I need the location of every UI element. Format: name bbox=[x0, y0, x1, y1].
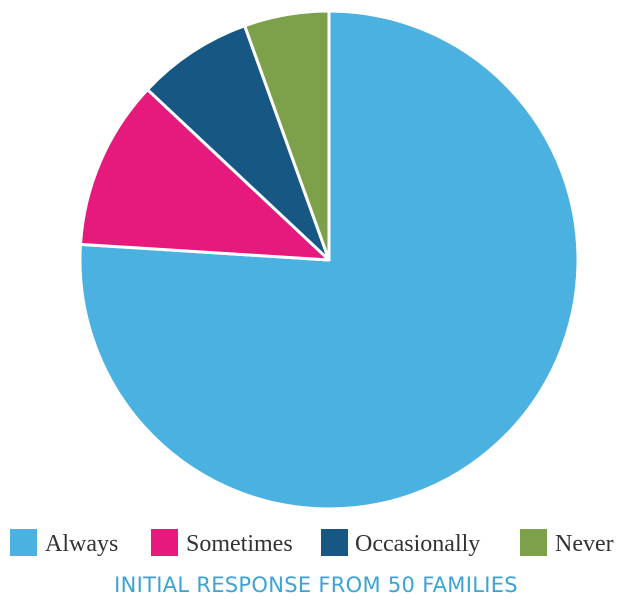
legend-item-occasionally: Occasionally bbox=[321, 529, 480, 557]
legend-swatch-occasionally bbox=[321, 529, 348, 556]
pie-slices bbox=[78, 9, 580, 511]
legend-swatch-sometimes bbox=[151, 529, 178, 556]
chart-legend: Always Sometimes Occasionally Never bbox=[10, 529, 614, 557]
legend-item-never: Never bbox=[520, 529, 614, 557]
legend-label-occasionally: Occasionally bbox=[355, 531, 480, 557]
legend-label-never: Never bbox=[555, 531, 614, 557]
legend-label-sometimes: Sometimes bbox=[186, 531, 293, 557]
pie-slice-never bbox=[243, 9, 331, 262]
pie-slice-occasionally bbox=[145, 24, 331, 262]
legend-label-always: Always bbox=[45, 531, 118, 557]
chart-title: INITIAL RESPONSE FROM 50 FAMILIES bbox=[114, 573, 518, 597]
legend-item-always: Always bbox=[10, 529, 118, 557]
legend-swatch-always bbox=[10, 529, 37, 556]
legend-item-sometimes: Sometimes bbox=[151, 529, 293, 557]
pie-slice-sometimes bbox=[78, 88, 331, 262]
legend-swatch-never bbox=[520, 529, 547, 556]
